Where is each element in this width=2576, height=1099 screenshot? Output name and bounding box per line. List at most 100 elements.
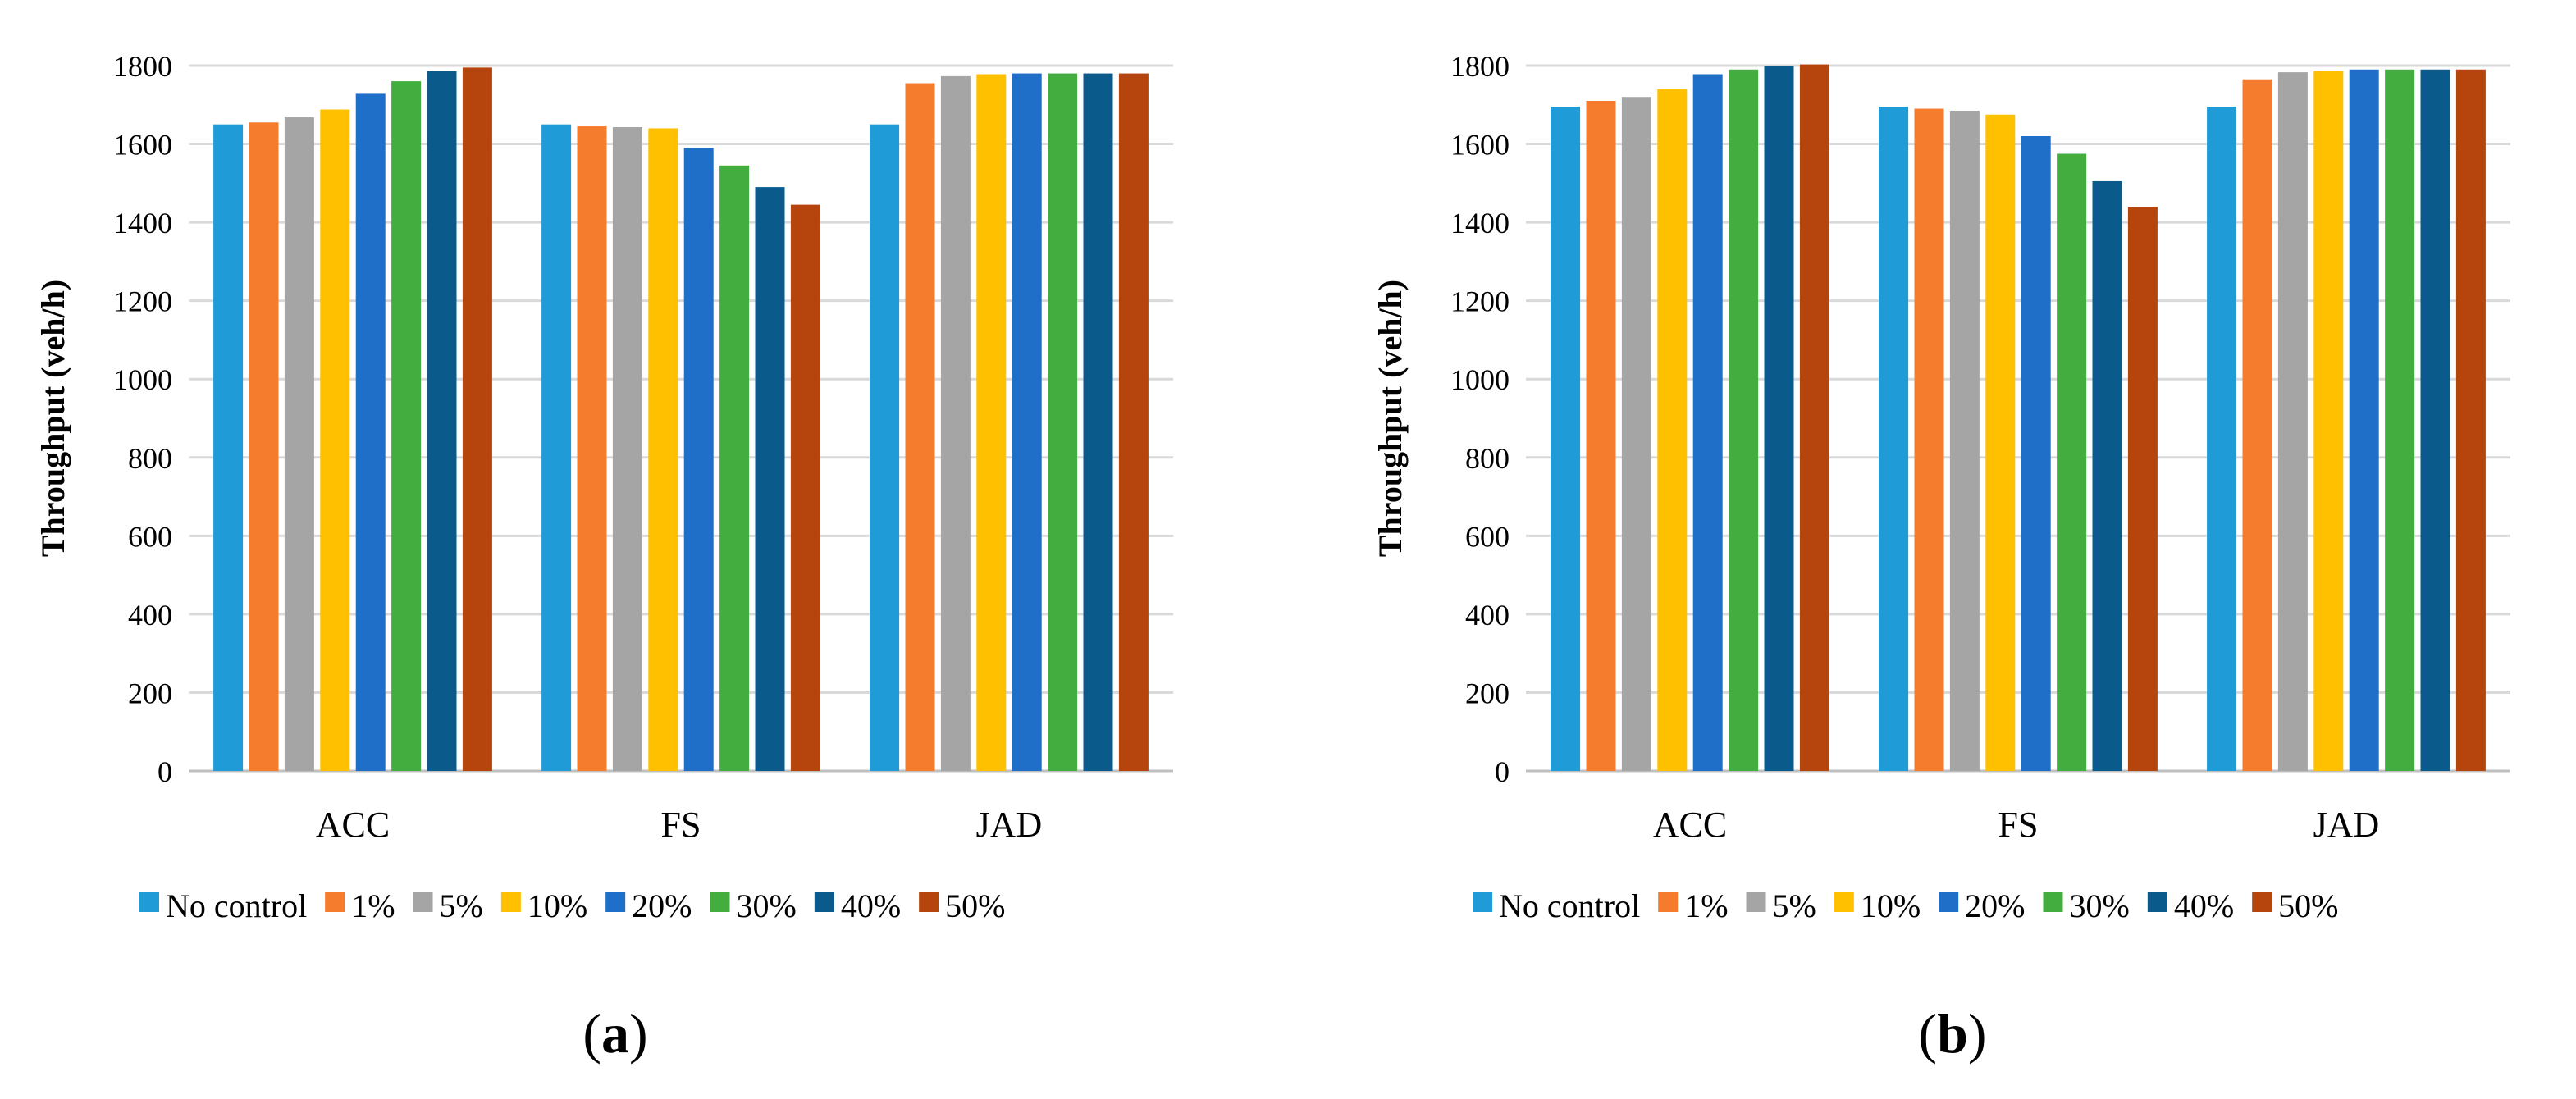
bar-acc-nocontrol <box>213 124 244 771</box>
legend-swatch <box>325 892 345 912</box>
legend-swatch <box>1746 892 1766 912</box>
bar-acc-30 <box>1729 69 1759 772</box>
bar-acc-1 <box>1586 101 1616 771</box>
legend-swatch <box>413 892 433 912</box>
bar-acc-20 <box>1692 74 1723 771</box>
y-tick-label: 600 <box>1465 520 1510 553</box>
bar-fs-20 <box>683 148 714 772</box>
legend-label: 1% <box>1684 887 1728 924</box>
legend-label: 5% <box>1773 887 1816 924</box>
legend-swatch <box>1658 892 1679 912</box>
y-tick-label: 1800 <box>113 50 172 83</box>
legend-label: No control <box>166 887 307 924</box>
legend-swatch <box>1939 892 1959 912</box>
bar-acc-50 <box>1799 64 1829 772</box>
x-category-label: ACC <box>316 805 390 845</box>
y-tick-label: 1400 <box>113 207 172 239</box>
bar-acc-20 <box>355 93 386 771</box>
bar-jad-10 <box>976 74 1007 771</box>
x-category-label: FS <box>1998 805 2039 845</box>
bar-fs-1 <box>1914 108 1944 772</box>
bar-acc-10 <box>320 109 350 771</box>
legend-swatch <box>2147 892 2167 912</box>
bar-acc-40 <box>427 71 457 771</box>
y-tick-label: 400 <box>128 599 172 632</box>
y-tick-label: 1200 <box>1450 285 1510 318</box>
y-tick-label: 1600 <box>113 129 172 162</box>
bar-fs-50 <box>2127 207 2158 771</box>
bar-fs-40 <box>755 187 785 772</box>
legend-swatch <box>500 892 521 912</box>
x-category-label: JAD <box>976 805 1043 845</box>
bar-fs-1 <box>577 126 607 772</box>
legend-swatch <box>1834 892 1854 912</box>
legend-label: 50% <box>2278 887 2338 924</box>
y-tick-label: 800 <box>1465 442 1510 475</box>
y-tick-label: 200 <box>1465 677 1510 709</box>
y-axis-label: Throughput (veh/h) <box>34 280 71 557</box>
bar-jad-40 <box>1083 73 1113 772</box>
legend-label: 40% <box>2174 887 2234 924</box>
bar-fs-10 <box>1985 114 2016 771</box>
chart-panel-b: 0 200 400 600 800 1000 1200 1400 1600 1800 Through… <box>1372 50 2510 1065</box>
y-tick-label: 800 <box>128 442 172 475</box>
y-tick-label: 0 <box>158 755 172 788</box>
bar-acc-5 <box>1621 97 1651 771</box>
bar-jad-50 <box>1118 73 1149 772</box>
y-tick-label: 1800 <box>1450 50 1510 83</box>
y-tick-label: 1000 <box>1450 363 1510 396</box>
bar-acc-30 <box>391 81 422 772</box>
legend-label: No control <box>1499 887 1640 924</box>
legend-swatch <box>1473 892 1492 912</box>
legend-swatch <box>2252 892 2272 912</box>
y-tick-label: 1200 <box>113 285 172 318</box>
legend-swatch <box>710 892 730 912</box>
legend-swatch <box>814 892 834 912</box>
legend-label: 20% <box>1965 887 2025 924</box>
bar-jad-20 <box>2349 69 2379 772</box>
bar-fs-nocontrol <box>541 124 572 771</box>
bar-jad-20 <box>1012 73 1042 772</box>
panel-label: (b) <box>1918 1002 1986 1065</box>
legend-label: 20% <box>632 887 692 924</box>
chart-panel-a: 0 200 400 600 800 1000 1200 1400 1600 1800 Through… <box>34 50 1173 1065</box>
bar-acc-10 <box>1657 89 1688 771</box>
y-tick-label: 200 <box>128 677 172 709</box>
panel-label: (a) <box>582 1002 647 1065</box>
legend-label: 40% <box>841 887 901 924</box>
legend-swatch <box>919 892 939 912</box>
bar-jad-1 <box>2242 79 2272 771</box>
bar-fs-40 <box>2092 180 2122 771</box>
legend-label: 10% <box>1861 887 1921 924</box>
bar-jad-40 <box>2420 69 2450 772</box>
legend-label: 5% <box>440 887 483 924</box>
bar-jad-5 <box>940 75 971 771</box>
y-tick-label: 1000 <box>113 363 172 396</box>
legend-swatch <box>605 892 626 912</box>
y-tick-label: 1600 <box>1450 129 1510 162</box>
x-category-label: JAD <box>2313 805 2380 845</box>
legend-label: 10% <box>528 887 587 924</box>
bar-jad-30 <box>2385 69 2415 772</box>
bar-fs-20 <box>2021 136 2051 771</box>
legend-swatch <box>2043 892 2063 912</box>
x-category-label: ACC <box>1653 805 1727 845</box>
y-tick-label: 0 <box>1495 755 1510 788</box>
bar-fs-30 <box>2057 153 2087 771</box>
bar-fs-nocontrol <box>1879 107 1909 771</box>
legend-label: 50% <box>945 887 1005 924</box>
bar-acc-5 <box>284 117 314 772</box>
x-category-label: FS <box>661 805 701 845</box>
bar-fs-5 <box>1949 110 1980 771</box>
bar-jad-nocontrol <box>870 124 900 771</box>
y-tick-label: 400 <box>1465 599 1510 632</box>
y-tick-label: 600 <box>128 520 172 553</box>
bar-fs-30 <box>719 165 750 772</box>
bar-jad-1 <box>905 83 935 771</box>
legend-label: 30% <box>737 887 797 924</box>
bar-acc-1 <box>249 122 279 771</box>
bar-jad-5 <box>2277 72 2308 772</box>
legend-label: 1% <box>351 887 395 924</box>
bar-fs-5 <box>612 127 642 771</box>
